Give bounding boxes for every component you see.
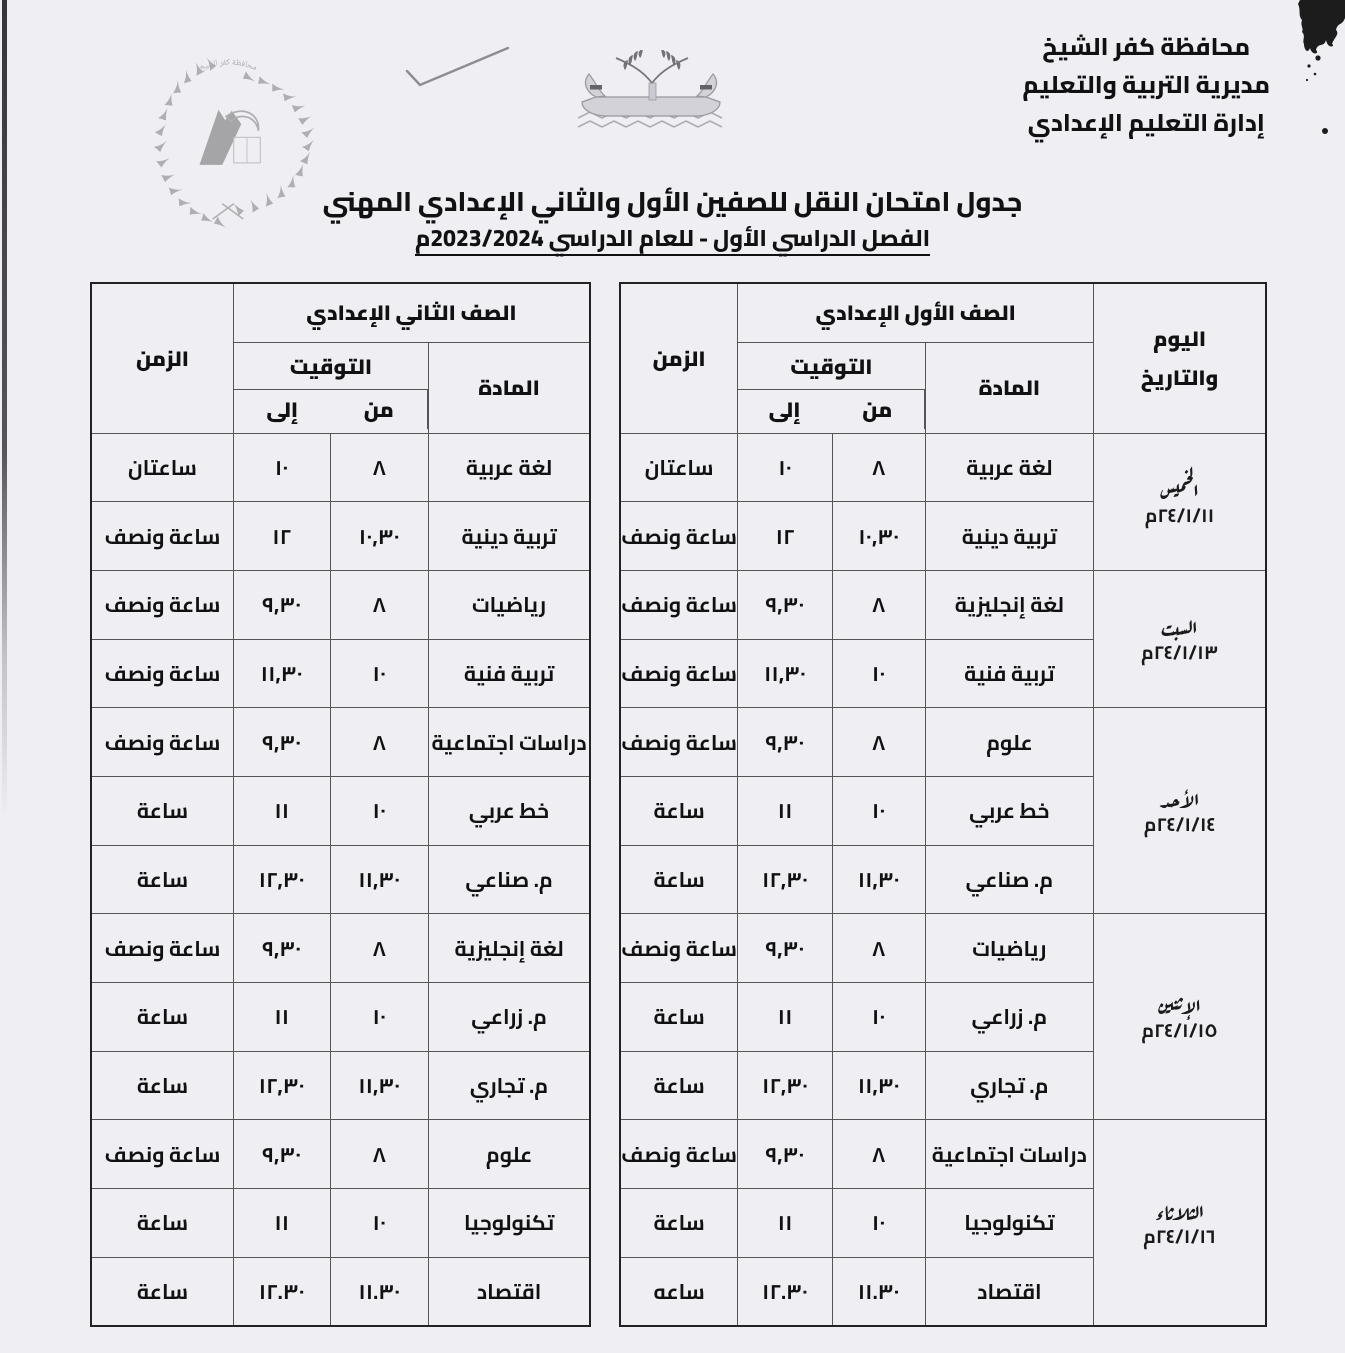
- svg-text:محافظة كفر الشيخ: محافظة كفر الشيخ: [197, 57, 258, 76]
